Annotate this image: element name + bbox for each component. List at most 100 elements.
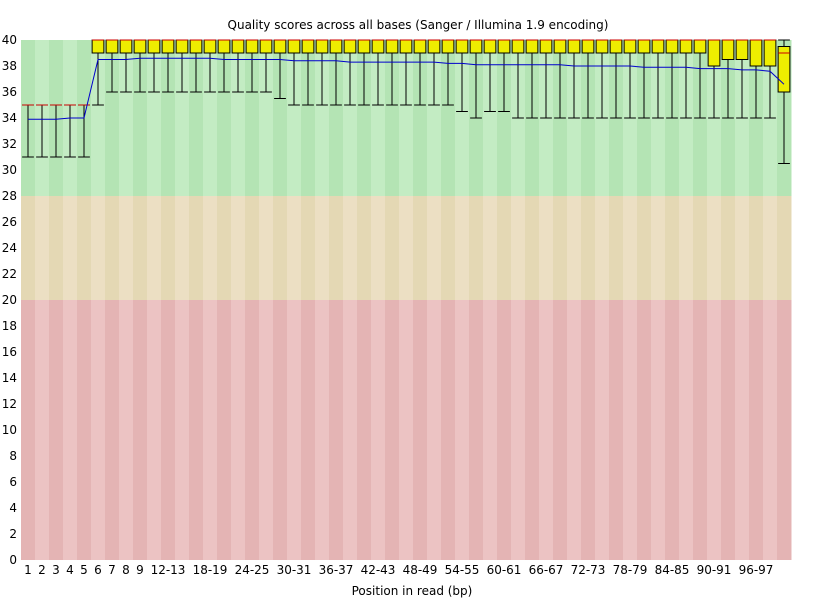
zone-poor-stripe (189, 300, 204, 560)
zone-poor-stripe (105, 300, 120, 560)
zone-reasonable-stripe (497, 196, 512, 300)
iqr-box (413, 39, 427, 54)
zone-reasonable-stripe (455, 196, 470, 300)
zone-reasonable-stripe (119, 196, 134, 300)
zone-reasonable-stripe (441, 196, 456, 300)
zone-reasonable-stripe (133, 196, 148, 300)
zone-poor-stripe (343, 300, 358, 560)
x-tick-label: 54-55 (445, 563, 480, 577)
iqr-box (273, 39, 287, 54)
zone-poor-stripe (567, 300, 582, 560)
iqr-box (735, 39, 749, 60)
iqr-box (217, 39, 231, 54)
zone-reasonable-stripe (693, 196, 708, 300)
y-tick-label: 16 (2, 345, 17, 359)
zone-reasonable-stripe (553, 196, 568, 300)
zone-reasonable-stripe (357, 196, 372, 300)
zone-reasonable-stripe (525, 196, 540, 300)
zone-poor-stripe (721, 300, 736, 560)
zone-reasonable-stripe (679, 196, 694, 300)
zone-reasonable-stripe (623, 196, 638, 300)
zone-good-stripe (273, 40, 288, 196)
zone-reasonable-stripe (413, 196, 428, 300)
zone-poor-stripe (77, 300, 92, 560)
quality-zones (21, 40, 792, 560)
x-tick-label: 30-31 (277, 563, 312, 577)
zone-good-stripe (175, 40, 190, 196)
zone-poor-stripe (259, 300, 274, 560)
zone-reasonable-stripe (273, 196, 288, 300)
iqr-box (105, 39, 119, 54)
zone-poor-stripe (245, 300, 260, 560)
zone-poor-stripe (119, 300, 134, 560)
x-tick-label: 36-37 (319, 563, 354, 577)
zone-poor-stripe (581, 300, 596, 560)
x-tick-label: 7 (108, 563, 116, 577)
zone-poor-stripe (777, 300, 792, 560)
iqr-box (525, 39, 539, 54)
y-tick-label: 40 (2, 33, 17, 47)
zone-reasonable-stripe (203, 196, 218, 300)
iqr-box (231, 39, 245, 54)
zone-reasonable-stripe (735, 196, 750, 300)
zone-good-stripe (301, 40, 316, 196)
zone-poor-stripe (483, 300, 498, 560)
x-tick-label: 42-43 (361, 563, 396, 577)
zone-good-stripe (287, 40, 302, 196)
zone-reasonable-stripe (105, 196, 120, 300)
zone-reasonable-stripe (469, 196, 484, 300)
zone-good-stripe (105, 40, 120, 196)
zone-good-stripe (147, 40, 162, 196)
x-tick-label: 1 (24, 563, 32, 577)
y-tick-label: 36 (2, 85, 17, 99)
y-tick-label: 0 (9, 553, 17, 567)
zone-reasonable-stripe (427, 196, 442, 300)
iqr-box (497, 39, 511, 54)
zone-good-stripe (371, 40, 386, 196)
zone-reasonable-stripe (651, 196, 666, 300)
iqr-box (441, 39, 455, 54)
zone-reasonable-stripe (21, 196, 36, 300)
iqr-box (385, 39, 399, 54)
zone-reasonable-stripe (77, 196, 92, 300)
zone-good-stripe (231, 40, 246, 196)
zone-poor-stripe (735, 300, 750, 560)
x-tick-label: 8 (122, 563, 130, 577)
y-tick-label: 26 (2, 215, 17, 229)
iqr-box (511, 39, 525, 54)
iqr-box (679, 39, 693, 54)
chart-title: Quality scores across all bases (Sanger … (228, 18, 609, 32)
x-tick-label: 5 (80, 563, 88, 577)
zone-poor-stripe (693, 300, 708, 560)
zone-reasonable-stripe (399, 196, 414, 300)
iqr-box (637, 39, 651, 54)
iqr-box (567, 39, 581, 54)
iqr-box (161, 39, 175, 54)
iqr-box (343, 39, 357, 54)
zone-reasonable-stripe (581, 196, 596, 300)
zone-poor-stripe (287, 300, 302, 560)
zone-poor-stripe (385, 300, 400, 560)
y-tick-label: 2 (9, 527, 17, 541)
zone-poor-stripe (469, 300, 484, 560)
zone-poor-stripe (63, 300, 78, 560)
y-tick-label: 24 (2, 241, 17, 255)
zone-reasonable-stripe (343, 196, 358, 300)
iqr-box (469, 39, 483, 54)
zone-reasonable-stripe (245, 196, 260, 300)
zone-poor-stripe (707, 300, 722, 560)
y-tick-label: 34 (2, 111, 17, 125)
zone-good-stripe (91, 40, 106, 196)
y-tick-label: 6 (9, 475, 17, 489)
x-tick-label: 12-13 (151, 563, 186, 577)
zone-reasonable-stripe (301, 196, 316, 300)
iqr-box (651, 39, 665, 54)
zone-good-stripe (385, 40, 400, 196)
zone-poor-stripe (203, 300, 218, 560)
iqr-box (357, 39, 371, 54)
zone-reasonable-stripe (511, 196, 526, 300)
zone-good-stripe (441, 40, 456, 196)
zone-poor-stripe (455, 300, 470, 560)
y-tick-label: 8 (9, 449, 17, 463)
zone-good-stripe (119, 40, 134, 196)
